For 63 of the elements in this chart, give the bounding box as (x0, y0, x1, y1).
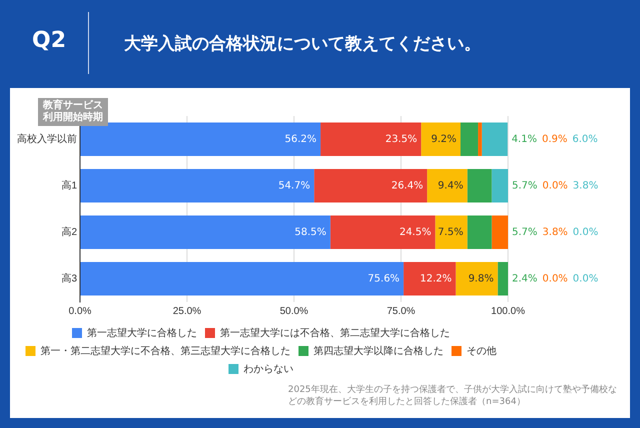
data-label: 24.5% (399, 226, 432, 238)
bar (456, 262, 498, 296)
data-label: 0.0% (572, 273, 598, 284)
data-label: 23.5% (385, 134, 418, 145)
data-label: 0.0% (572, 226, 598, 238)
bar (80, 122, 321, 156)
x-tick-label: 75.0% (386, 306, 416, 317)
legend-label: その他 (466, 344, 496, 357)
bar (80, 169, 314, 202)
bar (421, 122, 460, 156)
bar (492, 216, 508, 249)
legend-label: 第一・第二志望大学に不合格、第三志望大学に合格した (40, 344, 290, 357)
text: Q2 (32, 28, 66, 53)
data-label: 4.1% (512, 134, 537, 145)
bar (80, 216, 330, 249)
data-label: 3.8% (542, 226, 568, 238)
x-tick-label: 100.0% (491, 306, 526, 317)
x-tick-label: 25.0% (172, 306, 202, 317)
x-tick-label: 50.0% (280, 306, 308, 317)
data-label: 0.9% (542, 134, 568, 145)
bar (404, 262, 456, 296)
data-label: 9.2% (431, 134, 456, 145)
data-label: 5.7% (512, 226, 538, 238)
data-label: 7.5% (438, 226, 464, 238)
bar (460, 122, 478, 156)
text: 2025年現在、大学生の子を持つ保護者で、子供が大学入試に向けて塾や予備校などの教育サービスを利用したと回答した保護者（n=364） (288, 384, 618, 408)
y-tick-label: 高3 (61, 272, 78, 284)
data-label: 0.0% (542, 273, 568, 284)
data-label: 6.0% (572, 134, 598, 145)
y-tick-label: 高校入学以前 (17, 133, 77, 145)
bar (314, 169, 428, 202)
data-label: 58.5% (294, 226, 326, 238)
bar (478, 122, 482, 156)
data-label: 0.0% (542, 180, 568, 192)
bar (492, 169, 508, 202)
legend-label: わからない (244, 364, 294, 375)
data-label: 75.6% (368, 273, 400, 284)
chart-title: 大学入試の合格状況について教えてください。 (124, 33, 481, 55)
data-label: 9.8% (468, 273, 494, 284)
bar (467, 169, 492, 202)
bar (482, 122, 508, 156)
data-label: 9.4% (438, 180, 464, 192)
legend-label: 第一志望大学に合格した (87, 326, 197, 339)
data-label: 54.7% (278, 180, 310, 192)
bar (320, 122, 422, 156)
bar (427, 169, 468, 202)
bar (80, 262, 404, 296)
data-label: 2.4% (512, 273, 538, 284)
x-tick-label: 0.0% (68, 306, 92, 317)
y-tick-label: 高1 (61, 180, 78, 192)
y-tick-label: 高2 (61, 226, 78, 238)
y-axis-title: 教育サービス利用開始時期 (38, 98, 108, 126)
data-label: 56.2% (284, 134, 317, 145)
bar (498, 262, 508, 296)
bar (330, 216, 436, 249)
data-label: 3.8% (572, 180, 598, 192)
data-label: 26.4% (391, 180, 424, 192)
data-label: 12.2% (420, 273, 452, 284)
data-label: 5.7% (512, 180, 538, 192)
legend-label: 第四志望大学以降に合格した (314, 344, 444, 357)
bar (467, 216, 492, 249)
legend-label: 第一志望大学には不合格、第二志望大学に合格した (220, 326, 450, 339)
bar (435, 216, 468, 249)
